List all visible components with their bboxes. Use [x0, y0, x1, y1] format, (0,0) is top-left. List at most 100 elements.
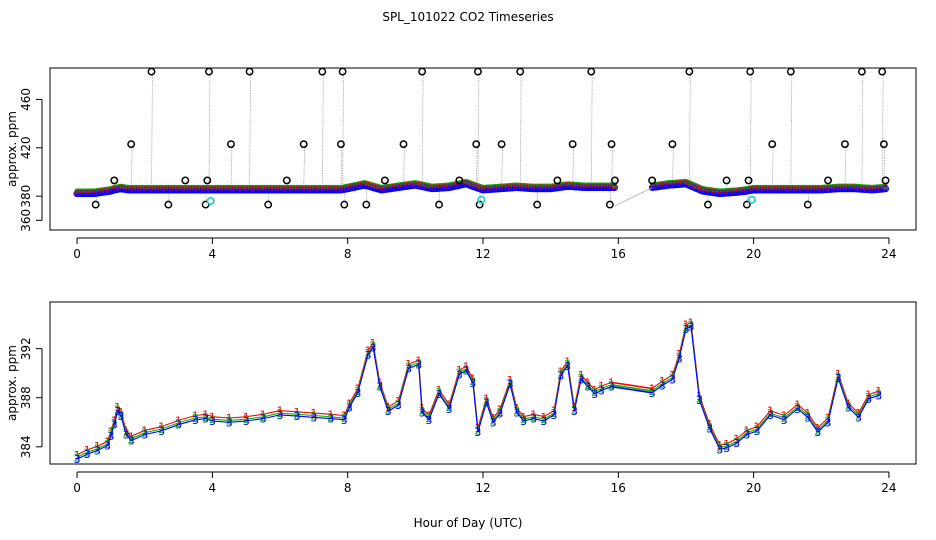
series-marker: 2 [814, 424, 821, 437]
series-marker: 3 [608, 381, 615, 394]
outlier-point [881, 176, 890, 185]
outlier-point [380, 176, 389, 185]
series-marker: 2 [74, 451, 81, 464]
series-marker: 3 [733, 437, 740, 450]
x-tick-label: 24 [881, 481, 896, 495]
outlier-point [399, 140, 408, 149]
outlier-point [338, 67, 347, 76]
series-marker: 1 [591, 384, 598, 397]
series-line [76, 344, 612, 458]
x-tick-label: 16 [611, 247, 626, 261]
outlier-point [553, 176, 562, 185]
series-marker: 2 [540, 413, 547, 426]
outlier-point [318, 67, 327, 76]
outlier-point [455, 176, 464, 185]
series-marker: 1 [74, 449, 81, 462]
series-marker: 2 [584, 379, 591, 392]
series-marker: 3 [341, 414, 348, 427]
chart-title: SPL_101022 CO2 Timeseries [382, 10, 553, 24]
series-marker: 1 [104, 435, 111, 448]
outlier-spike [590, 71, 593, 189]
series-marker: 3 [845, 402, 852, 415]
series-marker: 3 [649, 387, 656, 400]
series-marker: 3 [446, 403, 453, 416]
series-marker: 3 [696, 394, 703, 407]
series-marker: 3 [346, 402, 353, 415]
series-marker: 2 [243, 413, 250, 426]
series-marker: 2 [310, 410, 317, 423]
series-marker: 3 [405, 362, 412, 375]
series-marker: 3 [564, 360, 571, 373]
series-marker: 1 [723, 438, 730, 451]
outlier-point [497, 140, 506, 149]
series-marker: 2 [84, 446, 91, 459]
series-marker: 1 [202, 408, 209, 421]
x-axis: 0 4 8 12 16 20 24 [73, 471, 897, 495]
y-axis-label: approx. ppm [5, 345, 19, 421]
series-marker: 2 [469, 375, 476, 388]
series-marker: 1 [520, 411, 527, 424]
x-axis: 0 4 8 12 16 20 24 [73, 237, 897, 261]
series-line [651, 321, 879, 446]
series-marker: 3 [209, 415, 216, 428]
x-tick-label: 0 [73, 481, 81, 495]
x-tick-label: 24 [881, 247, 896, 261]
outlier-point [299, 140, 308, 149]
outlier-spike [230, 144, 233, 189]
series-marker: 2 [794, 401, 801, 414]
outlier-point [610, 176, 619, 185]
series-marker: 1 [175, 414, 182, 427]
x-tick-label: 20 [746, 481, 761, 495]
series-marker: 2 [723, 440, 730, 453]
series-marker: 3 [723, 442, 730, 455]
co2-series [73, 178, 889, 207]
series-marker: 1 [277, 405, 284, 418]
series-marker: 3 [107, 430, 114, 443]
outlier-point [786, 67, 795, 76]
series-marker: 3 [474, 426, 481, 439]
series-marker: 1 [405, 358, 412, 371]
series-marker: 3 [202, 413, 209, 426]
series-line [651, 325, 879, 450]
series-marker: 1 [530, 408, 537, 421]
outlier-point [127, 140, 136, 149]
outlier-point [605, 200, 614, 209]
series-marker: 1 [649, 383, 656, 396]
outlier-point [473, 67, 482, 76]
series-marker: 2 [436, 386, 443, 399]
outlier-spike [342, 71, 345, 189]
series-marker: 2 [114, 403, 121, 416]
series-marker: 2 [370, 340, 377, 353]
series-marker: 1 [385, 401, 392, 414]
series-marker: 1 [94, 440, 101, 453]
series-marker: 1 [845, 397, 852, 410]
series-marker: 1 [310, 407, 317, 420]
series-marker: 1 [415, 354, 422, 367]
series-marker: 1 [754, 421, 761, 434]
series-marker: 3 [781, 414, 788, 427]
outlier-point [516, 67, 525, 76]
outlier-point [245, 67, 254, 76]
outlier-point [147, 67, 156, 76]
series-marker: 1 [706, 418, 713, 431]
outlier-point [164, 200, 173, 209]
outlier-point [668, 140, 677, 149]
y-tick-label: 360 [19, 209, 33, 232]
outlier-point [824, 176, 832, 185]
outlier-point [568, 140, 577, 149]
outlier-spike [421, 71, 424, 189]
series-marker: 3 [175, 419, 182, 432]
outlier-point [744, 176, 753, 185]
series-marker: 3 [557, 370, 564, 383]
series-marker: 2 [682, 321, 689, 334]
series-marker: 3 [598, 384, 605, 397]
series-marker: 1 [584, 376, 591, 389]
outlier-point [336, 140, 345, 149]
outlier-point [857, 67, 866, 76]
series-marker: 2 [754, 423, 761, 436]
